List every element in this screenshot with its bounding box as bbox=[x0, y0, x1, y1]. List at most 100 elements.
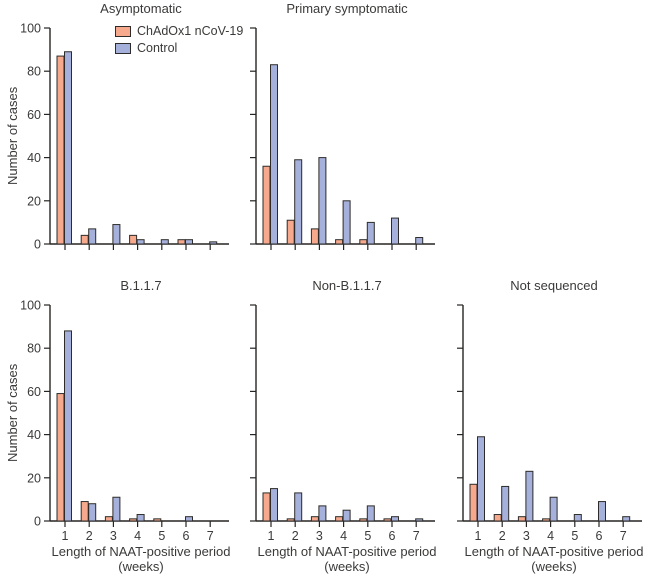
x-tick-label: 2 bbox=[292, 529, 299, 543]
y-tick-label: 100 bbox=[20, 299, 41, 313]
y-axis-label-top: Number of cases bbox=[5, 86, 20, 186]
plot-non-b117: 1 2 3 4 5 6 7 bbox=[250, 304, 435, 543]
panel-not-sequenced: Not sequenced 1 2 3 4 5 6 7 Length of NAAT-pos… bbox=[433, 277, 645, 584]
x-tick-label: 3 bbox=[110, 529, 117, 543]
legend-label-control: Control bbox=[137, 41, 178, 55]
bar-chadox1-week4 bbox=[335, 516, 344, 522]
bar-control-week2 bbox=[88, 228, 97, 245]
bar-control-week3 bbox=[112, 224, 121, 245]
y-tick-label: 80 bbox=[27, 65, 41, 79]
bar-chadox1-week1 bbox=[56, 393, 65, 522]
bar-control-week3 bbox=[318, 505, 327, 522]
x-tick-label: 5 bbox=[364, 529, 371, 543]
y-tick-label: 80 bbox=[27, 342, 41, 356]
y-tick-label: 0 bbox=[34, 515, 41, 529]
x-tick-label: 6 bbox=[389, 529, 396, 543]
bar-control-week6 bbox=[185, 516, 193, 522]
x-tick-label: 3 bbox=[316, 529, 323, 543]
x-tick-label: 7 bbox=[620, 529, 627, 543]
bar-control-week2 bbox=[501, 485, 510, 522]
x-tick-label: 4 bbox=[134, 529, 141, 543]
bar-control-week6 bbox=[185, 239, 193, 245]
x-axis-title-line1: Length of NAAT-positive period bbox=[51, 544, 231, 559]
panel-title-b117: B.1.1.7 bbox=[120, 278, 162, 293]
bar-control-week7 bbox=[415, 518, 424, 522]
panel-primary-symptomatic: Primary symptomatic bbox=[226, 0, 441, 277]
bar-chadox1-week4 bbox=[129, 234, 138, 245]
bar-chadox1-week1 bbox=[262, 492, 271, 522]
bar-chadox1-week4 bbox=[335, 239, 344, 245]
bar-chadox1-week3 bbox=[104, 516, 113, 522]
x-tick-label: 6 bbox=[596, 529, 603, 543]
plot-not-sequenced: 1 2 3 4 5 6 7 bbox=[457, 304, 642, 543]
x-tick-label: 4 bbox=[340, 529, 347, 543]
bar-control-week4 bbox=[136, 514, 145, 522]
bar-chadox1-week1 bbox=[56, 55, 65, 245]
bar-control-week3 bbox=[525, 470, 534, 522]
bar-control-week2 bbox=[294, 159, 303, 245]
legend: ChAdOx1 nCoV-19 Control bbox=[115, 23, 243, 57]
x-axis-title-not-sequenced: Length of NAAT-positive period (weeks) bbox=[451, 544, 645, 574]
x-tick-label: 7 bbox=[207, 529, 214, 543]
y-tick-label: 20 bbox=[27, 471, 41, 485]
legend-item-control: Control bbox=[115, 40, 243, 56]
x-tick-label: 5 bbox=[571, 529, 578, 543]
plot-primary-symptomatic bbox=[250, 27, 435, 250]
x-axis-title-non-b117: Length of NAAT-positive period (weeks) bbox=[244, 544, 450, 574]
bar-control-week5 bbox=[160, 239, 169, 245]
bar-chadox1-week4 bbox=[129, 518, 138, 522]
bar-chadox1-week4 bbox=[542, 518, 551, 522]
x-tick-label: 5 bbox=[158, 529, 165, 543]
y-tick-label: 100 bbox=[20, 22, 41, 36]
x-tick-label: 2 bbox=[86, 529, 93, 543]
bar-control-week3 bbox=[112, 496, 121, 522]
bar-chadox1-week2 bbox=[493, 514, 502, 522]
bar-control-week7 bbox=[622, 516, 631, 522]
bar-control-week5 bbox=[366, 505, 375, 522]
x-tick-label: 7 bbox=[413, 529, 420, 543]
bar-chadox1-week5 bbox=[359, 239, 368, 245]
bar-control-week2 bbox=[294, 492, 303, 522]
x-axis-title-line2: (weeks) bbox=[118, 559, 164, 574]
panel-title-not-sequenced: Not sequenced bbox=[510, 278, 598, 293]
panel-title-asymptomatic: Asymptomatic bbox=[100, 1, 182, 16]
bar-chadox1-week2 bbox=[80, 501, 89, 522]
panel-non-b117: Non-B.1.1.7 1 2 3 4 5 6 7 Length of NAAT-posit… bbox=[226, 277, 441, 584]
y-tick-label: 40 bbox=[27, 428, 41, 442]
bar-control-week6 bbox=[598, 501, 606, 522]
bar-control-week1 bbox=[64, 330, 72, 522]
x-axis-title-line2: (weeks) bbox=[531, 559, 577, 574]
bar-control-week4 bbox=[342, 509, 351, 522]
bar-control-week3 bbox=[318, 157, 327, 245]
panel-b117: B.1.1.7 0 20 40 60 80 100 1 2 3 4 5 6 7 Length of NA… bbox=[20, 277, 235, 584]
bar-chadox1-week2 bbox=[80, 234, 89, 245]
bar-chadox1-week3 bbox=[310, 228, 319, 245]
bar-control-week4 bbox=[136, 239, 145, 245]
y-tick-label: 60 bbox=[27, 108, 41, 122]
bar-control-week4 bbox=[342, 200, 351, 245]
x-tick-label: 6 bbox=[183, 529, 190, 543]
bar-control-week7 bbox=[415, 237, 424, 245]
bar-chadox1-week1 bbox=[469, 483, 478, 522]
legend-label-chadox1: ChAdOx1 nCoV-19 bbox=[137, 24, 244, 38]
x-tick-label: 1 bbox=[62, 529, 69, 543]
bar-control-week6 bbox=[391, 516, 399, 522]
bar-control-week7 bbox=[209, 241, 218, 245]
bar-chadox1-week6 bbox=[383, 518, 392, 522]
bar-control-week1 bbox=[477, 436, 485, 522]
legend-swatch-control bbox=[115, 42, 131, 54]
y-tick-label: 20 bbox=[27, 194, 41, 208]
bar-chadox1-week2 bbox=[286, 219, 295, 245]
x-axis-title-line1: Length of NAAT-positive period bbox=[257, 544, 437, 559]
x-axis-title-line1: Length of NAAT-positive period bbox=[464, 544, 644, 559]
bar-chadox1-week1 bbox=[262, 165, 271, 245]
x-tick-label: 2 bbox=[499, 529, 506, 543]
panel-title-non-b117: Non-B.1.1.7 bbox=[312, 278, 382, 293]
y-tick-label: 0 bbox=[34, 238, 41, 252]
bar-control-week5 bbox=[366, 221, 375, 245]
panel-asymptomatic: Asymptomatic 0 20 40 60 80 100 ChAdOx1 nCoV-1… bbox=[20, 0, 243, 277]
x-axis-title-b117: Length of NAAT-positive period (weeks) bbox=[38, 544, 244, 574]
bar-chadox1-week3 bbox=[310, 516, 319, 522]
panel-title-primary-symptomatic: Primary symptomatic bbox=[286, 1, 408, 16]
